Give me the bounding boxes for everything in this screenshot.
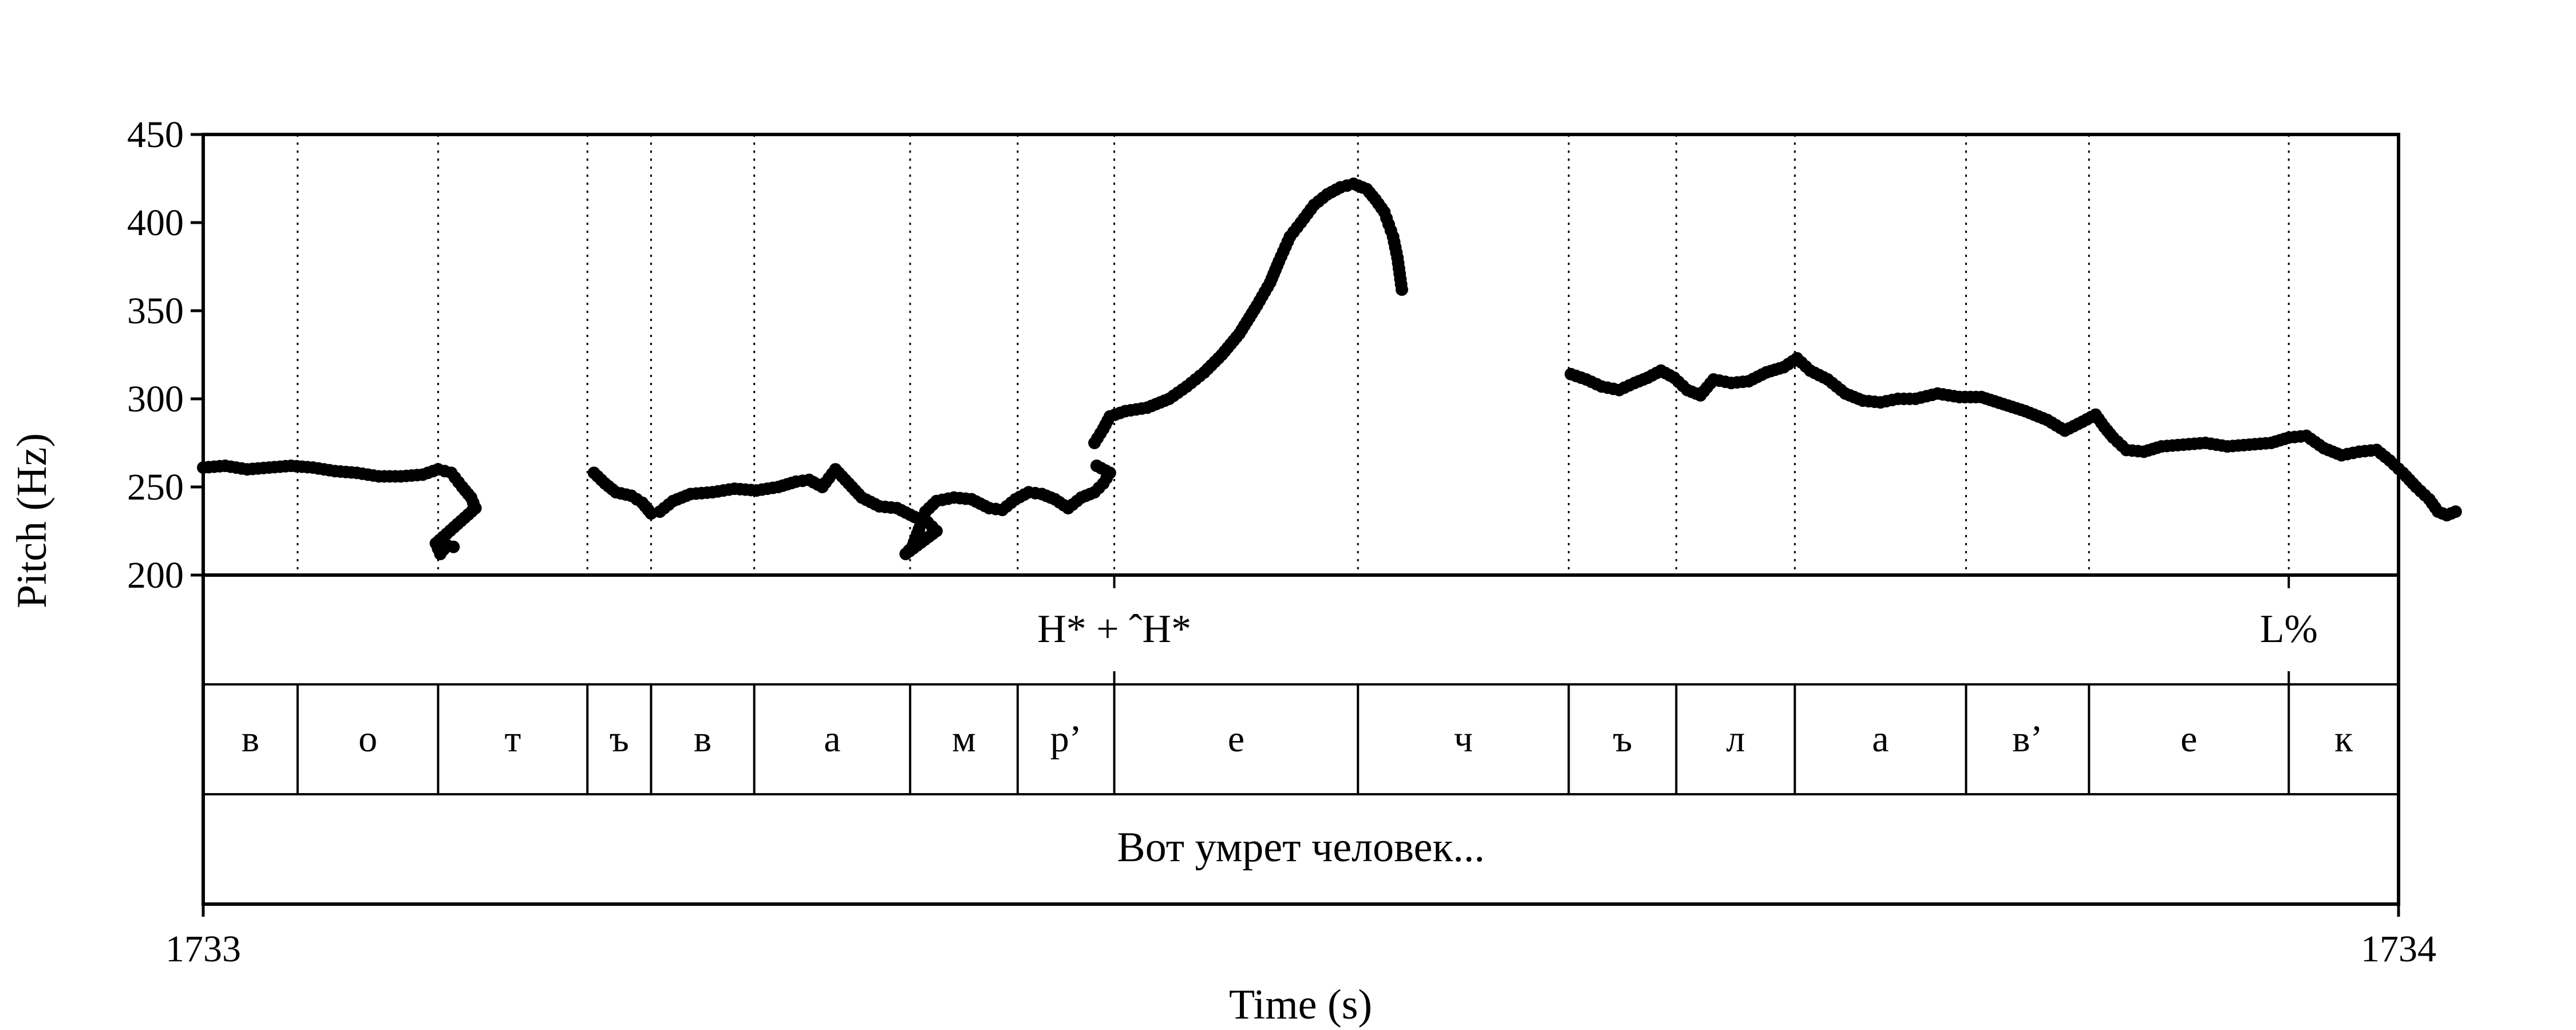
- pitch-point: [1090, 459, 1103, 473]
- y-tick-label: 200: [127, 554, 184, 596]
- segment-label: л: [1726, 718, 1745, 760]
- segment-label: м: [952, 718, 976, 760]
- segment-label: а: [1872, 718, 1888, 760]
- y-tick-label: 350: [127, 290, 184, 332]
- x-tick-label: 1733: [165, 928, 241, 970]
- segment-label: е: [2180, 718, 2197, 760]
- x-tick-label: 1734: [2361, 928, 2436, 970]
- pitch-point: [2449, 505, 2462, 518]
- y-tick-label: 250: [127, 466, 184, 508]
- segment-label: т: [504, 718, 521, 760]
- y-axis-title: Pitch (Hz): [9, 433, 56, 608]
- segment-boundary-guides: [297, 134, 2290, 575]
- segment-label: в’: [2012, 718, 2042, 760]
- annotation-panel: [202, 573, 2400, 906]
- segment-label: в: [694, 718, 712, 760]
- y-axis: 200 250 300 350 400 450: [127, 114, 203, 596]
- tone-label: H* + ˆH*: [1037, 607, 1191, 651]
- segment-tier: в о т ъ в а м р’ е ч ъ л а в’ е к: [242, 684, 2353, 794]
- segment-label: ч: [1454, 718, 1473, 760]
- x-axis-title: Time (s): [1229, 981, 1372, 1028]
- y-tick-label: 300: [127, 378, 184, 420]
- sentence-label: Вот умрет человек...: [1117, 824, 1485, 871]
- pitch-point: [447, 540, 460, 553]
- pitch-points: [197, 177, 2462, 561]
- tone-label: L%: [2260, 607, 2318, 651]
- segment-label: в: [242, 718, 259, 760]
- segment-label: к: [2334, 718, 2353, 760]
- y-tick-label: 400: [127, 202, 184, 244]
- segment-label: е: [1228, 718, 1244, 760]
- sentence-tier: Вот умрет человек...: [1117, 824, 1485, 871]
- pitch-point: [1395, 283, 1408, 296]
- segment-label: ъ: [610, 718, 629, 760]
- segment-label: а: [824, 718, 840, 760]
- pitch-panel: [202, 133, 2400, 577]
- segment-label: ъ: [1613, 718, 1632, 760]
- segment-label: р’: [1050, 718, 1082, 760]
- x-axis: 1733 1734: [165, 904, 2436, 970]
- y-tick-label: 450: [127, 114, 184, 156]
- tone-tier: H* + ˆH* L%: [1037, 575, 2318, 684]
- segment-label: о: [358, 718, 377, 760]
